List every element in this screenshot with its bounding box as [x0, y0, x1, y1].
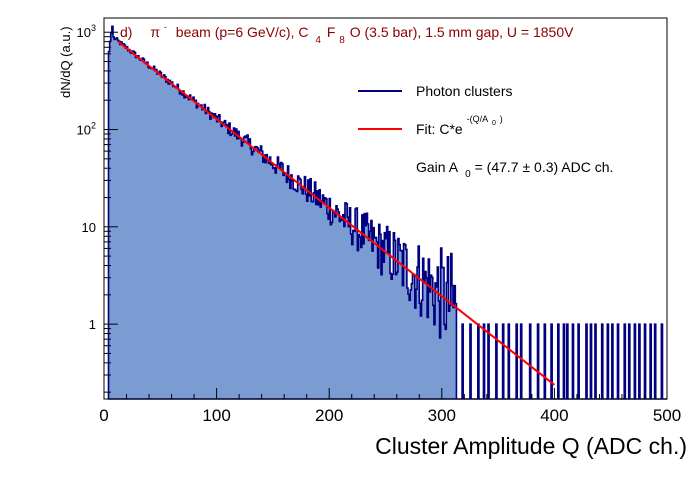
chart-title: d) π - beam (p=6 GeV/c), C 4 F 8 O (3.5 …	[120, 17, 574, 46]
legend-gain-text: Gain A 0 = (47.7 ± 0.3) ADC ch.	[416, 159, 613, 180]
gain-sub: 0	[465, 169, 471, 180]
y-tick-label-100: 102	[77, 121, 96, 138]
legend-fit-exponent-sub: 0	[492, 120, 496, 127]
y-tick-label-1: 1	[89, 317, 96, 332]
legend-fit-exponent-close: )	[500, 114, 503, 124]
y-axis-label: dN/dQ (a.u.)	[58, 26, 73, 98]
title-c-sub: 4	[315, 35, 321, 46]
plot-frame	[103, 17, 668, 400]
title-panel: d)	[120, 24, 132, 40]
x-tick-label-300: 300	[428, 406, 456, 425]
legend-fit-base: Fit: C*e	[416, 121, 463, 137]
fit-curve	[116, 40, 556, 386]
legend: Photon clusters Fit: C*e -(Q/A 0 ) Gain …	[358, 83, 613, 180]
x-tick-label-100: 100	[202, 406, 230, 425]
legend-label-fit: Fit: C*e -(Q/A 0 )	[416, 109, 503, 137]
title-f-sub: 8	[339, 35, 345, 46]
y-tick-label-10: 10	[82, 220, 96, 235]
legend-label-photon-clusters: Photon clusters	[416, 83, 513, 99]
y-tick-label-1000: 103	[77, 23, 96, 40]
title-charge: -	[164, 22, 167, 32]
x-axis-label: Cluster Amplitude Q (ADC ch.)	[375, 433, 687, 459]
title-beam: beam (p=6 GeV/c), C	[176, 24, 309, 40]
fit-layer	[116, 40, 556, 386]
gain-suffix: = (47.7 ± 0.3) ADC ch.	[475, 159, 614, 175]
x-tick-label-200: 200	[315, 406, 343, 425]
legend-fit-exponent: -(Q/A	[467, 114, 489, 124]
x-tick-label-0: 0	[99, 406, 108, 425]
x-tick-label-500: 500	[653, 406, 681, 425]
title-rest: O (3.5 bar), 1.5 mm gap, U = 1850V	[350, 24, 574, 40]
gain-prefix: Gain A	[416, 159, 459, 175]
title-particle: π	[150, 24, 160, 40]
histogram-fill	[108, 26, 667, 400]
histogram-layer	[107, 25, 667, 400]
title-f: F	[327, 24, 336, 40]
histogram-outline	[107, 25, 667, 400]
x-tick-label-400: 400	[540, 406, 568, 425]
